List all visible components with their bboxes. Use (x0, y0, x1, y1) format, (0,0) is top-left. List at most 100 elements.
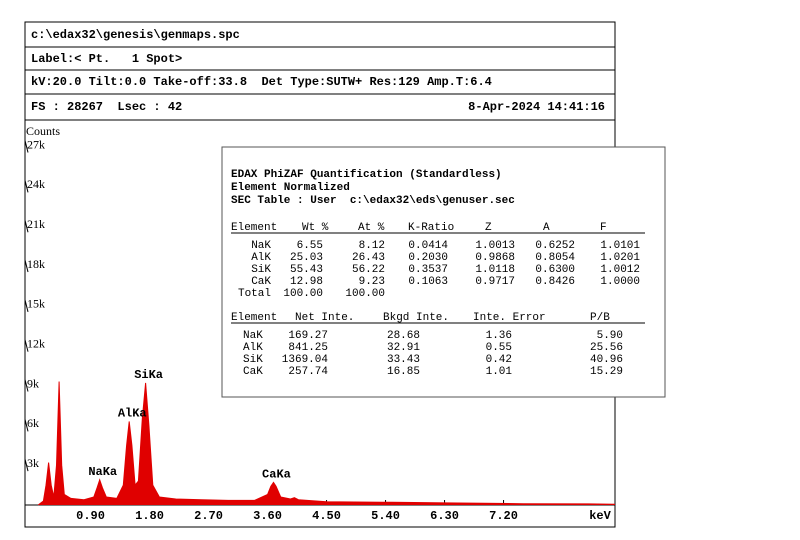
column-header: Z (485, 222, 492, 234)
y-axis-label: Counts (26, 124, 60, 138)
y-tick-label: 12k (27, 336, 45, 350)
table-cell: 0.8426 (535, 276, 575, 288)
table-cell: 1.0101 (600, 240, 640, 252)
y-tick (24, 459, 29, 472)
quant-title: EDAX PhiZAF Quantification (Standardless… (231, 169, 502, 181)
table-cell: 12.98 (290, 276, 323, 288)
sec-table: SEC Table : User c:\edax32\eds\genuser.s… (231, 195, 515, 207)
y-tick (24, 339, 29, 352)
column-header: Element (231, 312, 277, 324)
y-tick (24, 180, 29, 193)
plot: 3k 6k 9k 12k 15k 18k 21k 24k 27k 0.90 1.80 2.70 3.60… (24, 137, 616, 523)
y-tick-label: 15k (27, 297, 45, 311)
y-tick-label: 21k (27, 217, 45, 231)
table-cell: 1.0118 (475, 264, 515, 276)
y-tick-label: 24k (27, 177, 45, 191)
table-cell: 1.0000 (600, 276, 640, 288)
column-header: At % (358, 222, 385, 234)
x-tick-label: 1.80 (135, 509, 164, 523)
table-cell: 33.43 (387, 354, 420, 366)
table-cell: 5.90 (597, 330, 623, 342)
y-tick-label: 6k (27, 416, 39, 430)
y-tick (24, 259, 29, 273)
table-cell: 0.1063 (408, 276, 448, 288)
table-cell: 6.55 (297, 240, 323, 252)
column-header: P/B (590, 312, 610, 324)
spot-label: Label:< Pt. 1 Spot> (31, 52, 182, 66)
column-header: Net Inte. (295, 312, 354, 324)
column-header: Bkgd Inte. (383, 312, 449, 324)
y-tick-label: 27k (27, 137, 45, 151)
table-cell: AlK (243, 342, 263, 354)
settings: kV:20.0 Tilt:0.0 Take-off:33.8 Det Type:… (31, 75, 492, 89)
quant-panel: EDAX PhiZAF Quantification (Standardless… (221, 146, 666, 398)
table-cell: 28.68 (387, 330, 420, 342)
table-cell: NaK (251, 240, 271, 252)
peak-label: AlKa (118, 407, 147, 421)
column-header: Element (231, 222, 277, 234)
column-header: A (543, 222, 550, 234)
table-cell: 100.00 (345, 288, 385, 300)
peak-label: NaKa (88, 465, 117, 479)
y-tick (24, 379, 29, 392)
table-cell: NaK (243, 330, 263, 342)
x-tick-label: 7.20 (489, 509, 518, 523)
table-cell: 0.42 (486, 354, 512, 366)
table-cell: 0.3537 (408, 264, 448, 276)
y-tick (24, 419, 29, 432)
table-cell: 100.00 (283, 288, 323, 300)
y-tick (24, 140, 29, 153)
column-header: F (600, 222, 607, 234)
counts-info: FS : 28267 Lsec : 42 (31, 100, 182, 114)
column-header: Wt % (302, 222, 329, 234)
peak-label: CaKa (262, 468, 291, 482)
spectrum-line (37, 381, 616, 506)
table-cell: 0.9868 (475, 252, 515, 264)
table-cell: 1369.04 (282, 354, 329, 366)
table-cell: 9.23 (359, 276, 385, 288)
table-cell: 15.29 (590, 366, 623, 378)
table-cell: 56.22 (352, 264, 385, 276)
table-cell: CaK (251, 276, 271, 288)
y-tick (24, 220, 29, 233)
datetime: 8-Apr-2024 14:41:16 (468, 100, 605, 114)
x-tick-label: 6.30 (430, 509, 459, 523)
quant-subtitle: Element Normalized (231, 182, 350, 194)
table-cell: 0.55 (486, 342, 512, 354)
peak-label: SiKa (134, 368, 163, 382)
x-tick-label: 0.90 (76, 509, 105, 523)
column-header: Inte. Error (473, 312, 546, 324)
y-tick-label: 3k (27, 456, 39, 470)
file-path: c:\edax32\genesis\genmaps.spc (31, 28, 240, 42)
table-cell: 0.9717 (475, 276, 515, 288)
table-cell: 0.6252 (535, 240, 575, 252)
x-tick-label: 4.50 (312, 509, 341, 523)
table-cell: 26.43 (352, 252, 385, 264)
table-cell: Total (238, 288, 271, 300)
table-cell: AlK (251, 252, 271, 264)
y-tick-label: 18k (27, 257, 45, 271)
x-axis-label: keV (589, 509, 611, 523)
table-cell: 1.0201 (600, 252, 640, 264)
table-cell: 25.03 (290, 252, 323, 264)
table-cell: 32.91 (387, 342, 420, 354)
y-tick-label: 9k (27, 376, 39, 390)
table-cell: 40.96 (590, 354, 623, 366)
table-cell: 55.43 (290, 264, 323, 276)
table-cell: 25.56 (590, 342, 623, 354)
x-tick-label: 3.60 (253, 509, 282, 523)
table-cell: 16.85 (387, 366, 420, 378)
table-cell: 0.2030 (408, 252, 448, 264)
table-cell: SiK (243, 354, 263, 366)
table-cell: 169.27 (288, 330, 328, 342)
table-cell: 257.74 (288, 366, 328, 378)
table-cell: 1.0013 (475, 240, 515, 252)
table-cell: 0.8054 (535, 252, 575, 264)
table-cell: 0.6300 (535, 264, 575, 276)
table-cell: SiK (251, 264, 271, 276)
table-cell: 8.12 (359, 240, 385, 252)
table-cell: 1.36 (486, 330, 512, 342)
y-tick (24, 299, 29, 312)
table-cell: 841.25 (288, 342, 328, 354)
